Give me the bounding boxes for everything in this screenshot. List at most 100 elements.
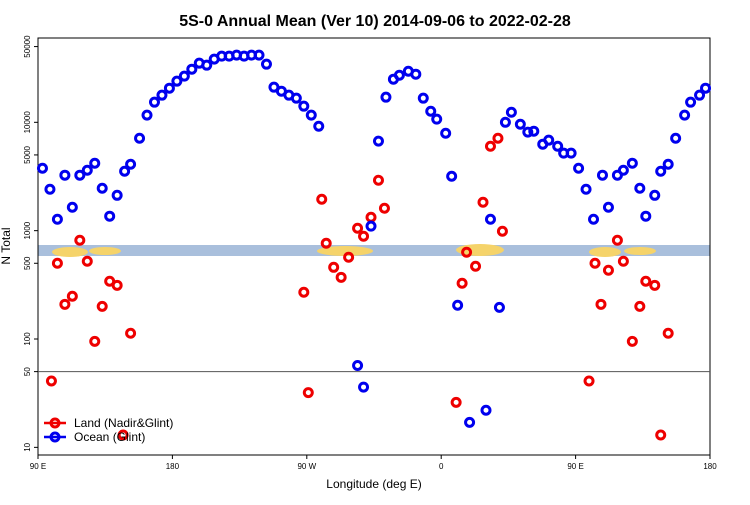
x-tick-label: 90 E — [567, 462, 583, 471]
point — [186, 63, 198, 75]
point — [74, 169, 86, 181]
point — [588, 213, 600, 225]
map-strip — [38, 244, 710, 257]
point — [335, 271, 347, 283]
point — [543, 134, 555, 146]
point — [431, 113, 443, 125]
x-tick-label: 180 — [166, 462, 180, 471]
point — [626, 157, 638, 169]
point — [505, 106, 517, 118]
point — [634, 300, 646, 312]
point — [700, 82, 712, 94]
point — [417, 92, 429, 104]
y-tick-label: 10 — [23, 442, 32, 451]
point — [163, 82, 175, 94]
point — [464, 416, 476, 428]
point — [96, 182, 108, 194]
point — [617, 255, 629, 267]
point — [111, 279, 123, 291]
point — [596, 169, 608, 181]
point — [496, 225, 508, 237]
point — [51, 213, 63, 225]
point — [649, 279, 661, 291]
point — [302, 387, 314, 399]
point — [96, 300, 108, 312]
point — [440, 127, 452, 139]
chart-title: 5S-0 Annual Mean (Ver 10) 2014-09-06 to … — [179, 13, 571, 30]
point — [484, 213, 496, 225]
point — [178, 70, 190, 82]
point — [595, 298, 607, 310]
point — [313, 120, 325, 132]
point — [378, 202, 390, 214]
y-tick-label: 50 — [23, 367, 32, 376]
point — [602, 264, 614, 276]
point — [81, 255, 93, 267]
point — [528, 125, 540, 137]
y-axis-title: N Total — [0, 227, 13, 264]
x-tick-label: 0 — [439, 462, 444, 471]
point — [358, 381, 370, 393]
point — [470, 260, 482, 272]
point — [89, 157, 101, 169]
point — [59, 298, 71, 310]
point — [655, 165, 667, 177]
point — [352, 359, 364, 371]
legend-label: Ocean (Glint) — [74, 430, 145, 444]
point — [452, 299, 464, 311]
legend-marker — [49, 417, 61, 429]
point — [679, 109, 691, 121]
point — [456, 277, 468, 289]
point — [522, 126, 534, 138]
point — [290, 92, 302, 104]
x-axis-title: Longitude (deg E) — [326, 477, 421, 491]
point — [393, 69, 405, 81]
point — [410, 68, 422, 80]
point — [352, 222, 364, 234]
point — [74, 234, 86, 246]
point — [298, 100, 310, 112]
point — [662, 327, 674, 339]
point — [44, 183, 56, 195]
point — [305, 109, 317, 121]
point — [59, 169, 71, 181]
x-tick-label: 90 E — [30, 462, 46, 471]
point — [260, 58, 272, 70]
point — [365, 220, 377, 232]
point — [365, 211, 377, 223]
point — [611, 234, 623, 246]
y-tick-label: 10000 — [23, 111, 32, 134]
point — [298, 286, 310, 298]
point — [514, 118, 526, 130]
point — [81, 164, 93, 176]
point — [484, 140, 496, 152]
point — [552, 140, 564, 152]
point — [583, 375, 595, 387]
legend-marker — [49, 431, 61, 443]
point — [425, 105, 437, 117]
point — [316, 193, 328, 205]
point — [649, 189, 661, 201]
point — [461, 246, 473, 258]
point — [253, 49, 265, 61]
point — [634, 182, 646, 194]
x-tick-label: 90 W — [297, 462, 316, 471]
point — [156, 89, 168, 101]
point — [573, 162, 585, 174]
point — [450, 396, 462, 408]
point — [492, 132, 504, 144]
y-tick-label: 50000 — [23, 35, 32, 58]
legend-label: Land (Nadir&Glint) — [74, 416, 173, 430]
point — [125, 327, 137, 339]
point — [655, 429, 667, 441]
point — [125, 158, 137, 170]
x-tick-label: 180 — [703, 462, 717, 471]
y-tick-label: 500 — [23, 256, 32, 270]
point — [343, 251, 355, 263]
y-tick-label: 100 — [23, 332, 32, 346]
point — [104, 210, 116, 222]
point — [617, 164, 629, 176]
point — [565, 147, 577, 159]
point — [66, 201, 78, 213]
